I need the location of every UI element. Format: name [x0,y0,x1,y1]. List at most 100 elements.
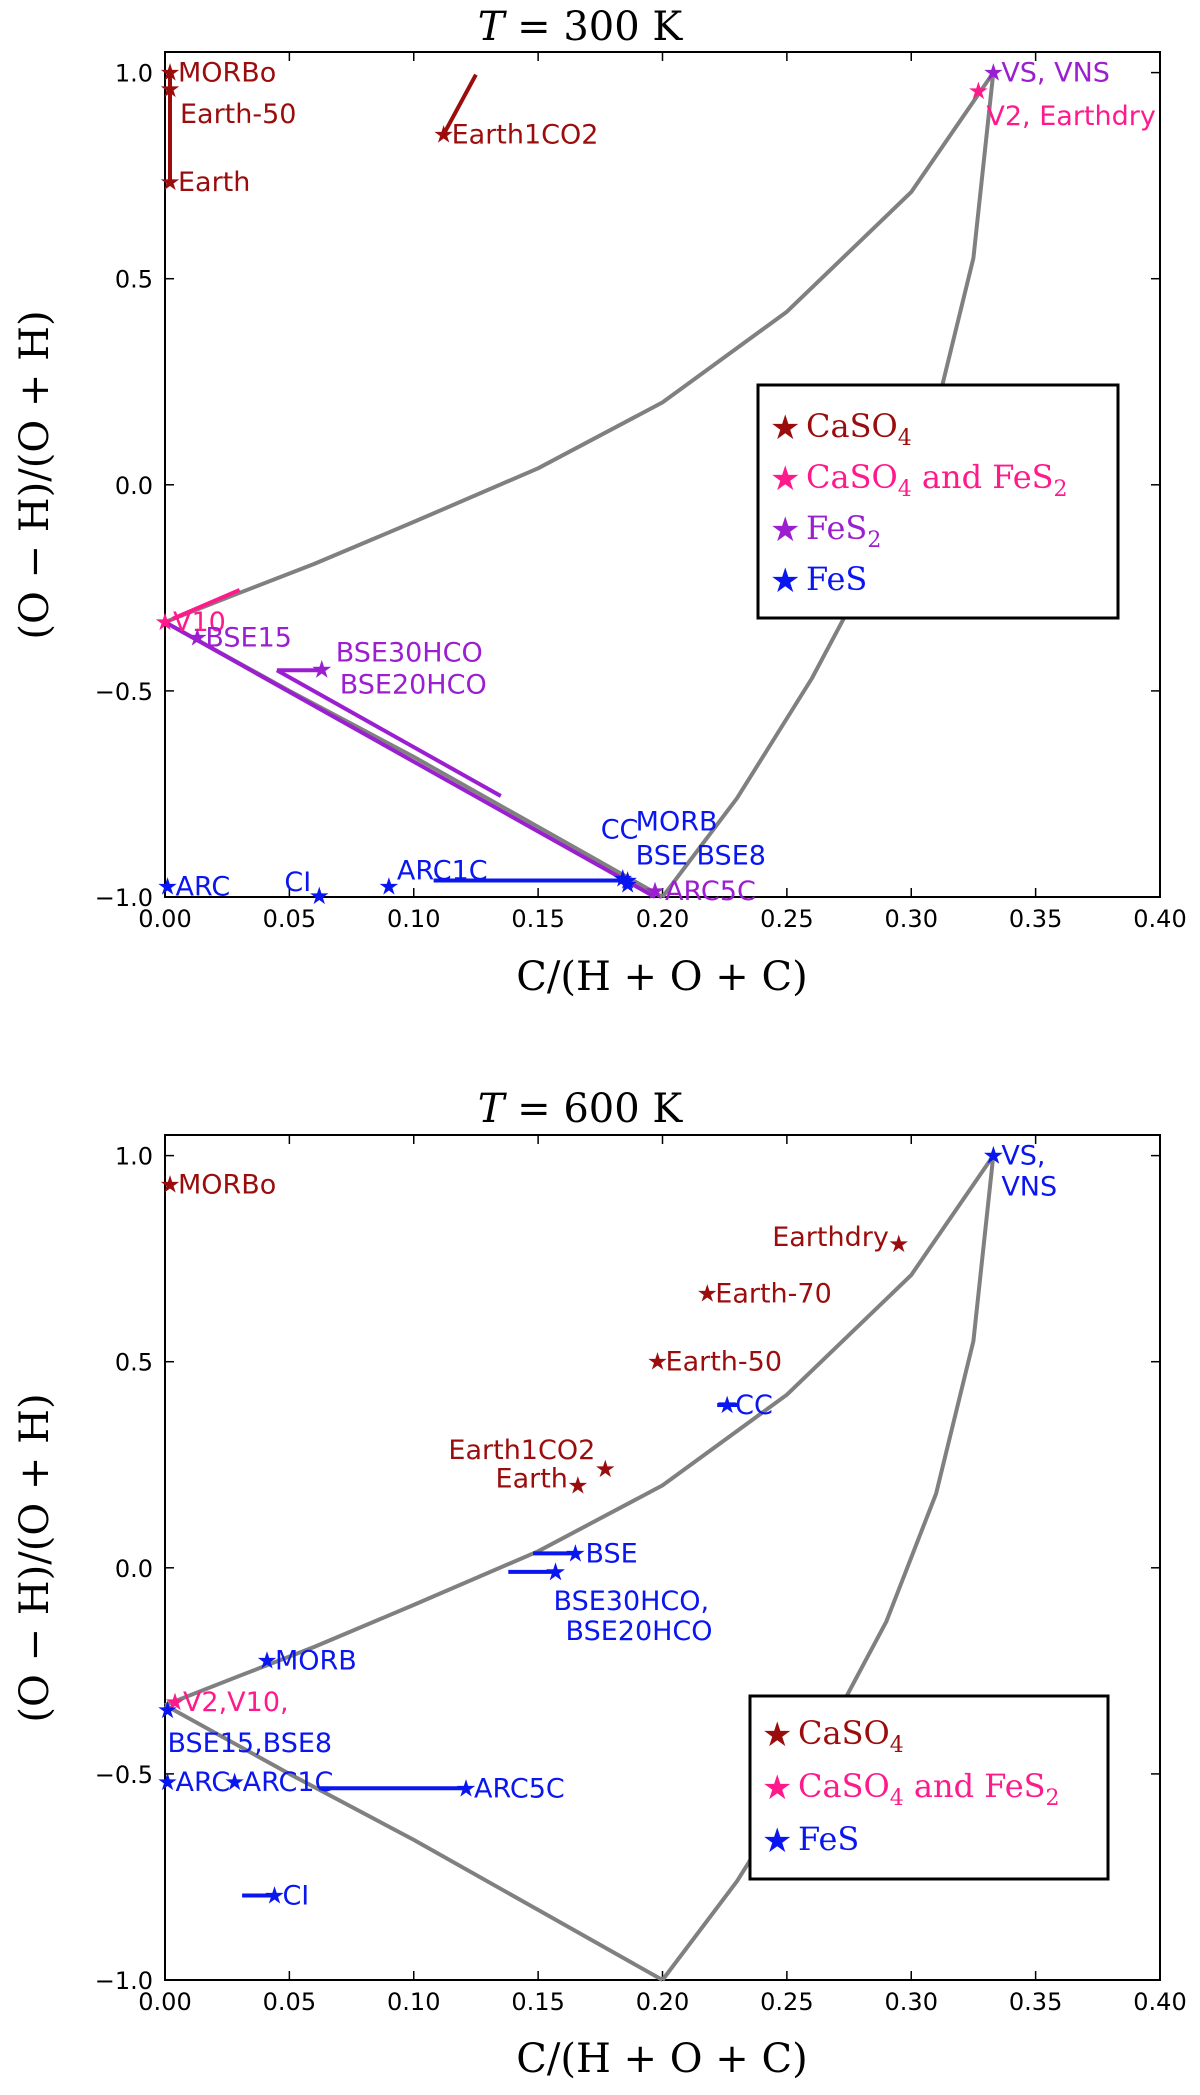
legend-label: FeS [798,1820,859,1858]
point-label: BSE [585,1538,637,1569]
y-tick-label: 0.0 [115,1555,153,1583]
x-tick-label: 0.35 [1009,1988,1062,2016]
trajectory-lines [242,1403,738,1898]
point-marker: ★ [378,873,400,901]
point-label: V2, Earthdry [986,101,1155,132]
panel-300k: T = 300 K 0.00 0.05 0.10 0.15 0.20 0.25 0.30 0.… [12,4,1187,1000]
point-label: CC [735,1390,773,1421]
point-label: Earth-50 [180,99,297,130]
x-tick-label: 0.10 [387,905,440,933]
x-axis-label: C/(H + O + C) [516,954,807,1000]
legend-star: ★ [762,1821,792,1861]
point-marker: ★ [157,873,179,901]
y-tick-label: 1.0 [115,60,153,88]
point-marker: ★ [157,1768,179,1796]
legend-star: ★ [762,1768,792,1808]
legend-entry: ★ FeS [770,560,867,601]
point-marker: ★ [311,655,333,683]
point-label: V2,V10, [183,1687,289,1718]
x-tick-label: 0.00 [138,1988,191,2016]
point-marker: ★ [256,1647,278,1675]
point-marker: ★ [617,867,639,895]
point-label: ARC [175,872,230,903]
point-label: BSE15,BSE8 [167,1728,332,1759]
point-label: Earth-70 [715,1279,832,1310]
point-marker: ★ [983,59,1005,87]
point-marker: ★ [264,1882,286,1910]
y-axis-label: (O − H)/(O + H) [12,1393,58,1722]
point-marker: ★ [159,1170,181,1198]
y-tick-label: −1.0 [95,1967,153,1995]
point-marker: ★ [433,120,455,148]
legend-entry: ★ CaSO4 and FeS2 [762,1767,1060,1811]
legend-star: ★ [770,459,800,499]
legend: ★ CaSO4 ★ CaSO4 and FeS2 ★ FeS [748,1694,1110,1881]
x-tick-label: 0.05 [263,1988,316,2016]
x-tick-label: 0.00 [138,905,191,933]
point-marker: ★ [157,1696,179,1724]
y-tick-label: −0.5 [95,678,153,706]
right-boundary-curve [660,1155,996,1982]
point-marker: ★ [983,1142,1005,1170]
upper-boundary-curve [164,1154,995,1707]
point-label: BSE BSE8 [636,841,766,872]
point-label: BSE20HCO [340,669,487,700]
point-marker: ★ [154,608,176,636]
point-label: Earth1CO2 [448,1435,595,1466]
legend-star: ★ [762,1715,792,1755]
point-label: V10 [173,607,226,638]
legend-label: CaSO4 and FeS2 [806,458,1068,502]
point-label: ARC5C [665,876,756,907]
point-label: CC [601,814,639,845]
boundary-curves [164,1154,996,1982]
y-tick-label: −0.5 [95,1761,153,1789]
point-label: BSE15 [205,622,292,653]
point-marker: ★ [968,77,990,105]
point-marker: ★ [159,168,181,196]
data-points: ★MORBo★Earth-50★Earth★Earth1CO2★VS, VNS★… [154,58,1156,911]
x-tick-label: 0.20 [636,1988,689,2016]
point-label: BSE30HCO, [554,1586,710,1617]
point-label: CI [284,867,311,898]
legend-label: FeS [806,560,867,598]
point-label: VS, [1001,1141,1045,1172]
legend-box [748,1694,1110,1881]
x-tick-label: 0.15 [511,1988,564,2016]
point-marker: ★ [164,1688,186,1716]
data-points: ★MORBo★Earthdry★Earth-70★Earth-50★Earth1… [157,1141,1057,1912]
x-tick-label: 0.40 [1133,1988,1186,2016]
legend-entry: ★ CaSO4 and FeS2 [770,458,1068,502]
x-tick-label: 0.30 [885,1988,938,2016]
point-label: CI [282,1881,309,1912]
point-marker: ★ [308,882,330,910]
point-label: Earthdry [772,1222,889,1253]
point-label: ARC5C [474,1773,565,1804]
trajectory-line [164,620,656,899]
point-marker: ★ [545,1558,567,1586]
point-marker: ★ [159,75,181,103]
point-label: Earth1CO2 [452,119,599,150]
x-tick-label: 0.05 [263,905,316,933]
trajectory-lines [164,72,656,899]
y-tick-label: 0.5 [115,1349,153,1377]
point-marker: ★ [697,1280,719,1308]
point-marker: ★ [159,59,181,87]
point-marker: ★ [187,623,209,651]
point-label: ARC [175,1767,230,1798]
upper-boundary-curve [164,71,995,624]
legend-label: CaSO4 [806,407,912,451]
point-marker: ★ [567,1471,589,1499]
legend-star: ★ [770,510,800,550]
legend-entry: ★ FeS [762,1820,859,1861]
x-tick-label: 0.35 [1009,905,1062,933]
x-tick-label: 0.20 [636,905,689,933]
panel-600k: T = 600 K 0.00 0.05 0.10 0.15 0.20 0.25 0.30 0.… [12,1086,1187,2082]
x-tick-label: 0.25 [760,1988,813,2016]
legend: ★ CaSO4 ★ CaSO4 and FeS2 ★ FeS2 ★ FeS [756,383,1120,620]
point-label: ARC1C [243,1767,334,1798]
point-label: ARC1C [397,856,488,887]
point-marker: ★ [224,1768,246,1796]
point-marker: ★ [612,864,634,892]
y-tick-label: 1.0 [115,1143,153,1171]
